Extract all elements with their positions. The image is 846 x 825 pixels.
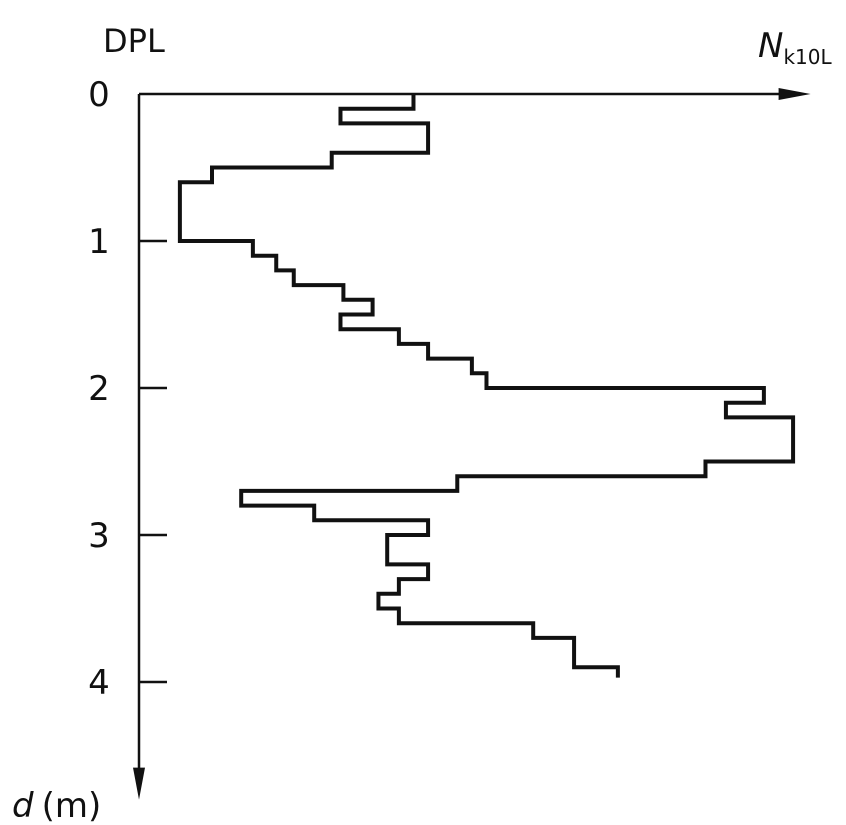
y-ticks: 0 1 2 3 4 [88, 75, 167, 703]
y-tick-label: 0 [88, 75, 110, 115]
chart-title: DPL [103, 22, 165, 60]
y-axis-label-unit: (m) [42, 786, 102, 825]
series-line [177, 94, 796, 678]
y-axis-label: d (m) [12, 786, 101, 825]
y-axis-arrow [133, 767, 145, 800]
y-tick-label: 4 [88, 663, 110, 703]
x-axis-label-sub: k10L [783, 45, 832, 69]
y-tick-label: 1 [88, 222, 110, 262]
x-axis-arrow [778, 88, 811, 100]
plot-area [177, 94, 796, 678]
x-axis-label: Nk10L [758, 26, 832, 69]
y-axis-label-var: d [12, 786, 34, 825]
x-axis-label-main: N [758, 26, 783, 66]
y-tick-label: 3 [88, 516, 110, 556]
y-tick-label: 2 [88, 369, 110, 409]
axes [133, 88, 811, 800]
